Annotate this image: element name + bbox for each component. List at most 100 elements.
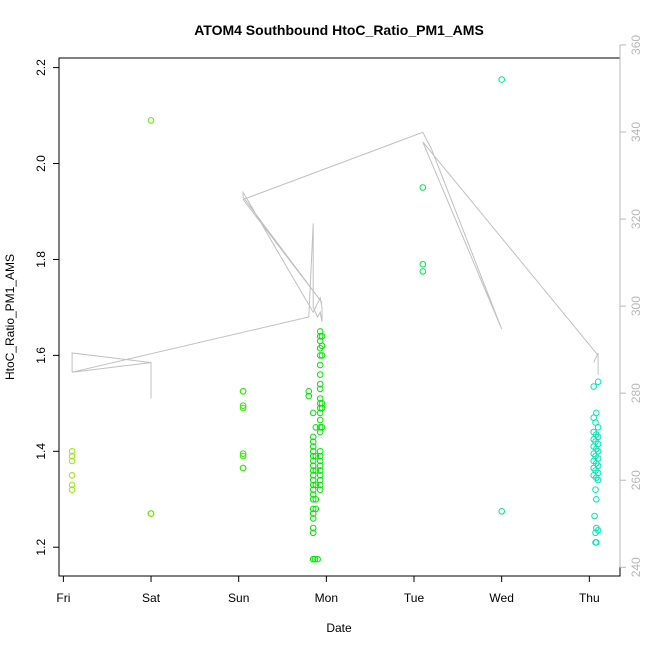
data-point (309, 529, 317, 537)
points-layer (68, 76, 602, 563)
y2-tick-label: 300 (629, 296, 643, 316)
data-point (419, 268, 427, 275)
data-point (309, 433, 317, 441)
data-point (316, 424, 324, 431)
data-point (312, 496, 320, 503)
plot-area (58, 57, 621, 577)
data-point (309, 481, 317, 489)
data-point (312, 505, 320, 513)
y2-tick-label: 280 (629, 383, 643, 403)
data-point (316, 385, 324, 393)
y-tick-label: 2.0 (34, 155, 48, 172)
data-point (316, 371, 324, 378)
y-tick-label: 1.6 (34, 347, 48, 364)
data-point (316, 467, 324, 474)
data-point (309, 524, 317, 532)
data-point (239, 404, 247, 412)
data-point (305, 392, 313, 400)
data-point (239, 452, 247, 460)
data-point (316, 448, 324, 455)
data-point (314, 555, 321, 563)
data-point (594, 476, 602, 484)
data-point (68, 472, 76, 479)
data-point (316, 452, 324, 460)
data-point (316, 332, 324, 340)
data-point (593, 496, 600, 503)
data-point (590, 383, 598, 390)
data-point (68, 452, 76, 460)
x-tick-label: Wed (489, 591, 513, 605)
x-axis-label: Date (326, 621, 352, 635)
data-point (318, 342, 326, 350)
data-point (318, 332, 326, 340)
data-point (316, 380, 324, 388)
y-tick-label: 1.4 (34, 443, 48, 460)
data-point (593, 539, 600, 546)
data-point (309, 496, 317, 503)
data-point (318, 400, 326, 407)
data-point (309, 515, 317, 522)
data-point (309, 409, 317, 417)
data-point (239, 402, 247, 410)
data-point (312, 481, 320, 489)
y-tick-label: 1.2 (34, 539, 48, 556)
x-axis: Fri Sat Sun Mon Tue Wed Thu (56, 575, 600, 605)
data-point (316, 361, 324, 369)
y-tick-label: 2.2 (34, 59, 48, 76)
overlay-line-layer (71, 131, 599, 399)
data-point (594, 378, 602, 386)
data-point (309, 505, 317, 513)
x-tick-label: Fri (56, 591, 70, 605)
data-point (316, 457, 324, 465)
y2-tick-label: 340 (629, 122, 643, 142)
overlay-line (71, 131, 599, 399)
x-tick-label: Mon (315, 591, 338, 605)
data-point (316, 472, 324, 479)
y-axis-label: HtoC_Ratio_PM1_AMS (3, 254, 17, 380)
data-point (592, 529, 599, 537)
y2-tick-label: 260 (629, 470, 643, 490)
data-point (68, 486, 76, 494)
data-point (592, 486, 599, 494)
data-point (309, 452, 317, 460)
x-tick-label: Thu (579, 591, 600, 605)
y2-tick-label: 240 (629, 557, 643, 577)
data-point (309, 555, 317, 563)
data-point (311, 555, 319, 563)
data-point (312, 467, 320, 474)
x-tick-label: Sat (142, 591, 161, 605)
data-point (316, 486, 324, 494)
data-point (318, 352, 326, 359)
data-point (147, 117, 155, 124)
data-point (68, 481, 76, 489)
data-point (68, 457, 76, 465)
y-axis-right: 240 260 280 300 320 340 360 (619, 35, 643, 577)
data-point (147, 510, 155, 517)
data-point (316, 416, 324, 424)
y-tick-label: 1.8 (34, 251, 48, 268)
y-axis-left: 1.2 1.4 1.6 1.8 2.0 2.2 (34, 59, 60, 556)
chart-title: ATOM4 Southbound HtoC_Ratio_PM1_AMS (194, 22, 484, 38)
data-point (316, 476, 324, 484)
data-point (309, 467, 317, 474)
data-point (312, 452, 320, 460)
data-point (498, 76, 506, 83)
data-point (312, 424, 320, 431)
data-point (68, 448, 76, 455)
data-point (318, 424, 326, 431)
data-point (239, 464, 247, 472)
x-tick-label: Sun (228, 591, 249, 605)
data-point (239, 450, 247, 458)
data-point (419, 260, 427, 268)
data-point (316, 352, 324, 359)
x-tick-label: Tue (404, 591, 425, 605)
data-point (316, 481, 324, 489)
data-point (239, 388, 247, 395)
data-point (318, 404, 326, 412)
data-point (309, 443, 317, 450)
data-point (594, 424, 602, 431)
data-point (309, 438, 317, 446)
plot-frame (58, 57, 621, 577)
y2-tick-label: 360 (629, 35, 643, 55)
